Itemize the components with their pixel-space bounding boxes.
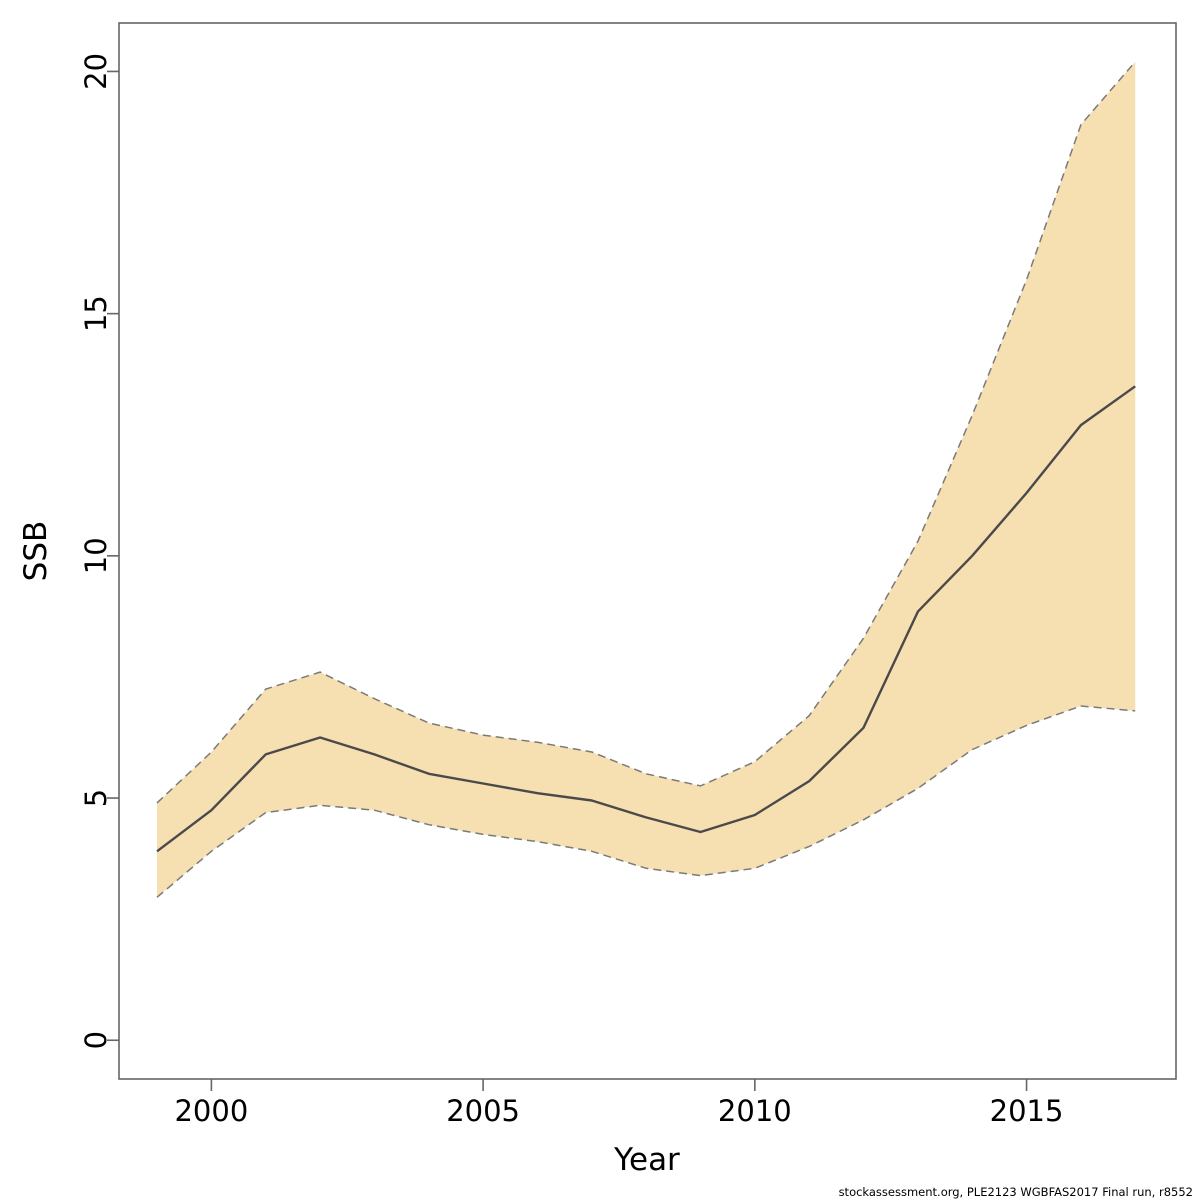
x-tick-label: 2010 <box>718 1094 792 1128</box>
y-axis-label: SSB <box>18 521 54 582</box>
y-tick-label: 15 <box>79 295 113 332</box>
x-tick-label: 2005 <box>446 1094 520 1128</box>
label-layer: SSB Year stockassessment.org, PLE2123 WG… <box>18 521 1193 1199</box>
tick-layer: 2000 2005 2010 2015 0 5 10 15 20 <box>79 53 1063 1128</box>
series-line-layer <box>156 61 1136 898</box>
footer-attribution: stockassessment.org, PLE2123 WGBFAS2017 … <box>839 1185 1193 1199</box>
plot-box <box>118 22 1177 1080</box>
upper-ci-line <box>156 61 1136 804</box>
confidence-band-layer <box>157 61 1136 898</box>
lower-ci-line <box>156 705 1136 898</box>
y-tick-label: 0 <box>79 1031 113 1049</box>
x-tick-label: 2015 <box>990 1094 1064 1128</box>
confidence-band <box>157 61 1136 898</box>
y-tick-label: 10 <box>79 537 113 574</box>
y-tick-label: 20 <box>79 53 113 90</box>
x-tick-label: 2000 <box>174 1094 248 1128</box>
axes-frame-layer <box>118 22 1177 1080</box>
ssb-estimate-line <box>156 385 1136 853</box>
x-axis-label: Year <box>613 1142 680 1178</box>
y-tick-label: 5 <box>79 789 113 807</box>
